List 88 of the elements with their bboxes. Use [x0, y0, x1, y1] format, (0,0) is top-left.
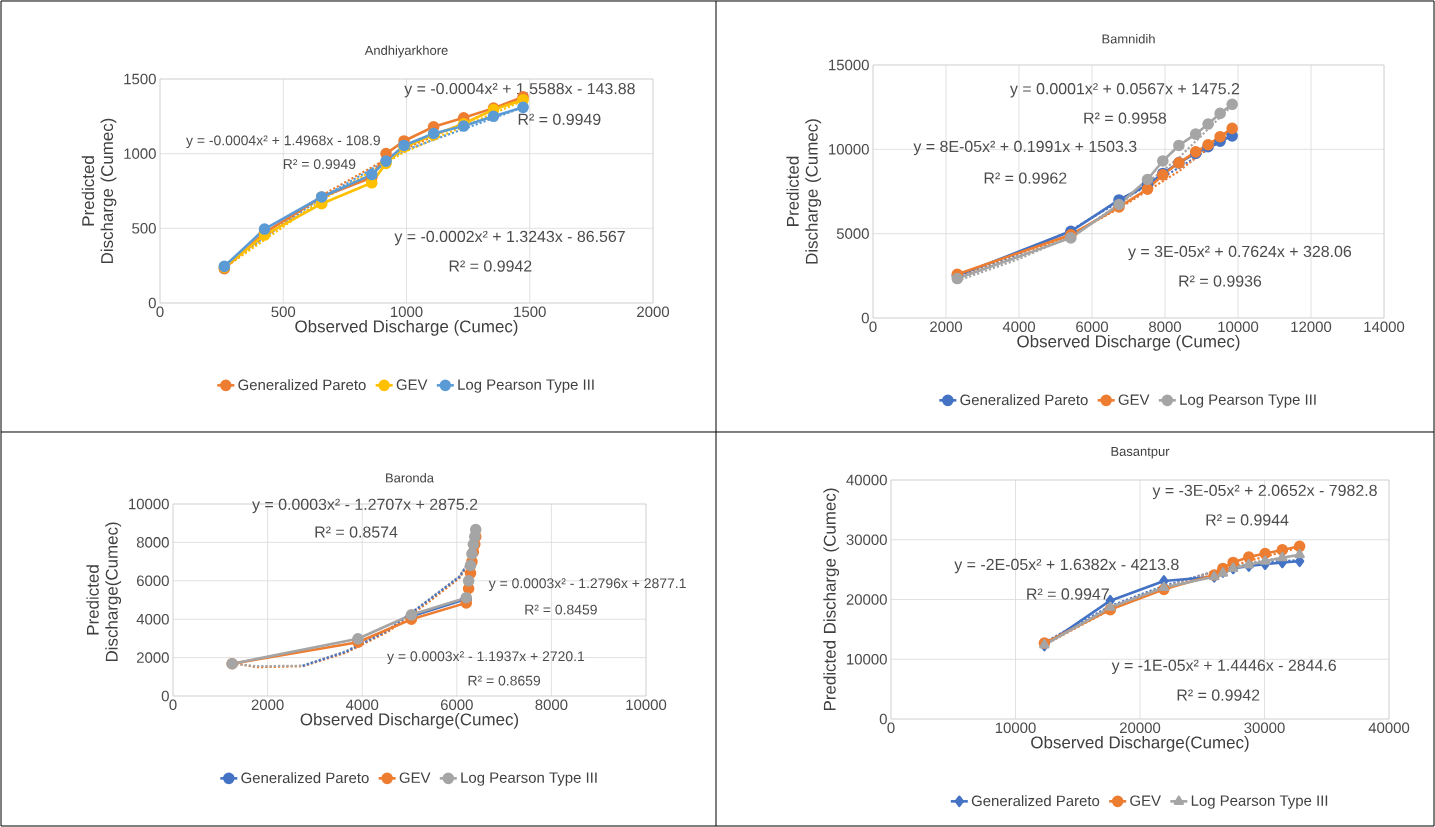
- x-tick-label: 1500: [514, 306, 546, 318]
- x-tick-label: 6000: [1076, 321, 1109, 333]
- y-tick-label: 0: [879, 713, 887, 725]
- legend-label: Log Pearson Type III: [461, 772, 597, 786]
- y-tick-label: 10000: [129, 498, 169, 510]
- legend-label: Generalized Pareto: [241, 772, 369, 784]
- legend-label: Log Pearson Type III: [1191, 795, 1328, 809]
- y-tick-label: 0: [148, 297, 156, 309]
- annotation: R² = 0.8574: [315, 526, 398, 538]
- legend-label: GEV: [1130, 795, 1161, 806]
- x-tick-label: 4000: [345, 699, 379, 711]
- annotation: R² = 0.9944: [1206, 514, 1289, 526]
- x-axis-title: Observed Discharge(Cumec): [1031, 735, 1249, 752]
- legend-label: Log Pearson Type III: [1180, 394, 1316, 408]
- y-tick-label: 40000: [846, 474, 887, 486]
- legend-label: GEV: [399, 772, 431, 783]
- annotation: y = 0.0001x² + 0.0567x + 1475.2: [1009, 83, 1240, 98]
- annotation: R² = 0.8659: [468, 675, 541, 686]
- y-tick-label: 0: [161, 690, 169, 702]
- annotation: y = 0.0003x² - 1.2796x + 2877.1: [488, 578, 686, 591]
- annotation: R² = 0.9962: [984, 172, 1067, 184]
- legend-label: Generalized Pareto: [238, 379, 366, 391]
- annotation: y = -0.0004x² + 1.4968x - 108.9: [186, 135, 380, 149]
- x-tick-label: 2000: [930, 321, 963, 333]
- y-axis-title: Predicted Discharge (Cumec): [786, 119, 822, 264]
- chart-title: Bamnidih: [1102, 33, 1155, 44]
- y-tick-label: 10000: [829, 144, 869, 155]
- x-tick-label: 30000: [1244, 722, 1285, 734]
- chart-title: Baronda: [386, 472, 434, 483]
- annotation: R² = 0.9949: [283, 159, 356, 170]
- y-tick-label: 1000: [124, 148, 156, 159]
- y-axis-title: Predicted Discharge (Cumec): [823, 488, 840, 711]
- annotation: R² = 0.9958: [1084, 112, 1167, 124]
- y-tick-label: 8000: [136, 537, 169, 548]
- legend-label: GEV: [396, 379, 428, 390]
- x-tick-label: 0: [887, 722, 895, 734]
- y-tick-label: 6000: [137, 575, 169, 587]
- y-tick-label: 2000: [136, 652, 169, 663]
- annotation: y = -1E-05x² + 1.4446x - 2844.6: [1111, 659, 1336, 675]
- x-tick-label: 40000: [1368, 722, 1410, 734]
- annotation: y = 0.0003x² - 1.2707x + 2875.2: [252, 498, 478, 514]
- y-axis-title: Predicted Discharge (Cumec): [81, 118, 117, 264]
- annotation: R² = 0.8459: [525, 604, 597, 615]
- x-axis-title: Observed Discharge (Cumec): [295, 319, 518, 336]
- annotation: y = 0.0003x² - 1.1937x + 2720.1: [387, 651, 585, 664]
- x-tick-label: 20000: [1119, 722, 1161, 734]
- y-tick-label: 20000: [846, 594, 887, 605]
- y-tick-label: 4000: [136, 613, 169, 625]
- y-tick-label: 15000: [829, 59, 869, 71]
- annotation: y = -0.0002x² + 1.3243x - 86.567: [394, 230, 625, 246]
- annotation: R² = 0.9949: [518, 113, 601, 125]
- y-tick-label: 5000: [836, 228, 869, 239]
- chart-title: Andhiyarkhore: [364, 45, 448, 58]
- x-tick-label: 8000: [1149, 321, 1182, 333]
- y-axis-title: Predicted Discharge(Cumec): [86, 522, 122, 662]
- legend-label: Log Pearson Type III: [458, 379, 594, 393]
- legend-label: Generalized Pareto: [971, 795, 1100, 807]
- x-tick-label: 2000: [251, 699, 284, 711]
- annotation: R² = 0.9942: [1177, 689, 1260, 701]
- x-tick-label: 4000: [1002, 321, 1036, 333]
- x-tick-label: 0: [169, 699, 177, 711]
- annotation: R² = 0.9942: [449, 260, 532, 272]
- annotation: R² = 0.9936: [1179, 275, 1262, 287]
- x-tick-label: 1000: [391, 306, 423, 318]
- x-axis-title: Observed Discharge (Cumec): [1017, 334, 1240, 351]
- x-tick-label: 2000: [637, 306, 670, 318]
- legend-label: Generalized Pareto: [960, 394, 1088, 406]
- y-tick-label: 500: [132, 223, 156, 234]
- annotation: y = -2E-05x² + 1.6382x - 4213.8: [954, 558, 1179, 574]
- legend-label: GEV: [1118, 394, 1150, 405]
- annotation: y = 8E-05x² + 0.1991x + 1503.3: [913, 140, 1137, 156]
- x-tick-label: 500: [271, 306, 296, 318]
- y-tick-label: 10000: [847, 653, 887, 665]
- y-tick-label: 30000: [846, 534, 887, 546]
- y-tick-label: 1500: [124, 73, 156, 85]
- chart-title: Basantpur: [1111, 446, 1170, 459]
- x-axis-title: Observed Discharge(Cumec): [300, 712, 519, 729]
- x-tick-label: 14000: [1364, 321, 1405, 333]
- annotation: R² = 0.9947: [1027, 588, 1109, 600]
- x-tick-label: 10000: [1218, 321, 1259, 333]
- x-tick-label: 10000: [995, 722, 1036, 734]
- x-tick-label: 10000: [626, 699, 667, 711]
- annotation: y = -3E-05x² + 2.0652x - 7982.8: [1152, 484, 1377, 500]
- annotation: y = 3E-05x² + 0.7624x + 328.06: [1128, 245, 1352, 261]
- x-tick-label: 6000: [440, 699, 473, 711]
- annotation: y = -0.0004x² + 1.5588x - 143.88: [404, 82, 635, 98]
- x-tick-label: 8000: [535, 699, 568, 711]
- x-tick-label: 12000: [1291, 321, 1332, 333]
